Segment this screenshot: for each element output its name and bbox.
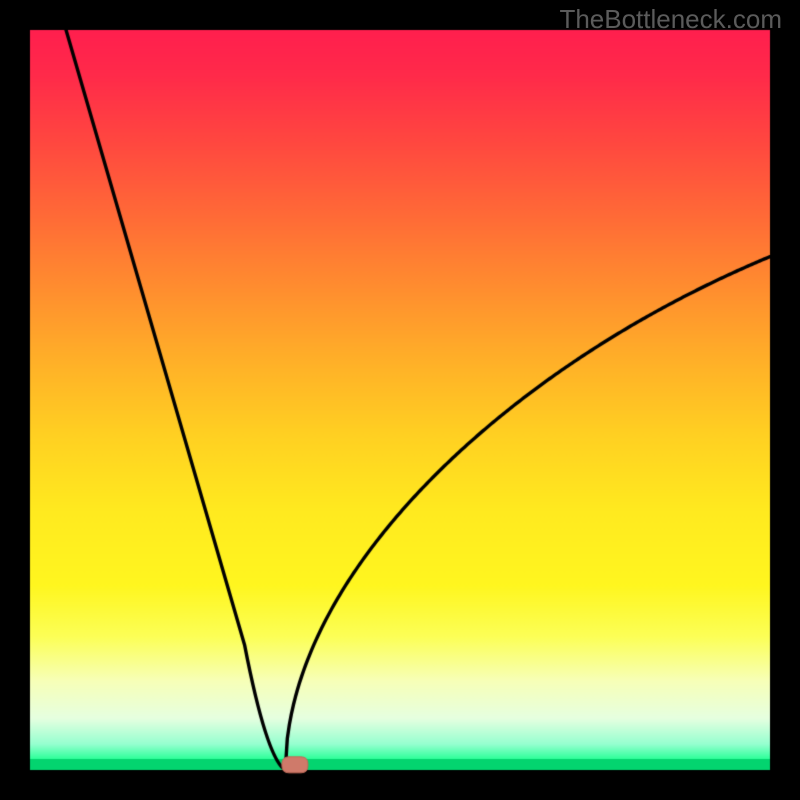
- chart-root: TheBottleneck.com: [0, 0, 800, 800]
- watermark-text: TheBottleneck.com: [559, 4, 782, 35]
- bottleneck-curve-chart: [0, 0, 800, 800]
